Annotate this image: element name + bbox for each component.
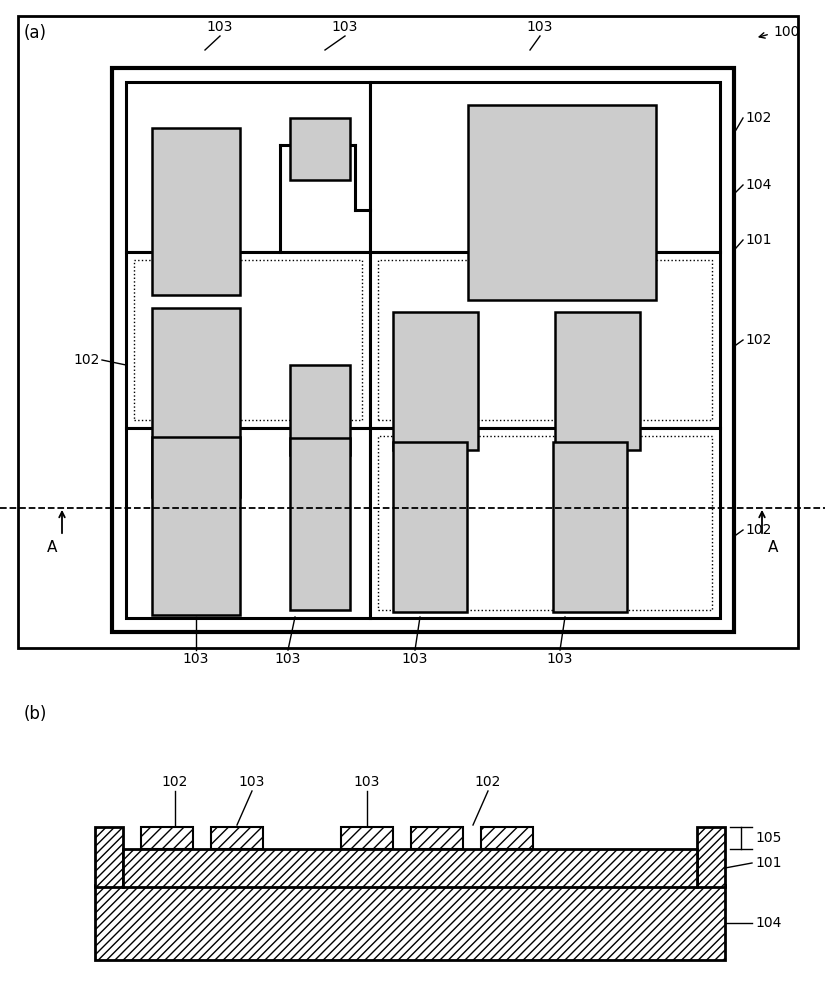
Text: A: A	[768, 540, 778, 555]
Bar	[411, 827, 463, 849]
Text: 102: 102	[162, 775, 188, 789]
Text: 104: 104	[745, 178, 771, 192]
Bar	[152, 437, 240, 615]
Text: 105: 105	[755, 831, 781, 845]
Text: 102: 102	[73, 353, 100, 367]
Bar	[126, 252, 370, 428]
Text: 103: 103	[547, 652, 573, 666]
Bar	[341, 827, 393, 849]
Text: 101: 101	[755, 856, 781, 870]
Bar	[134, 260, 362, 420]
Bar	[555, 312, 640, 450]
Text: 103: 103	[183, 652, 210, 666]
Text: A: A	[47, 540, 57, 555]
Bar	[370, 82, 720, 252]
Bar	[126, 82, 720, 618]
Bar	[112, 68, 734, 632]
Text: 100: 100	[773, 25, 799, 39]
Bar	[152, 308, 240, 497]
Text: (b): (b)	[24, 705, 47, 723]
Bar	[553, 442, 627, 612]
Text: 102: 102	[745, 523, 771, 537]
Bar	[393, 442, 467, 612]
Bar	[211, 827, 263, 849]
Bar	[697, 827, 725, 887]
Text: 103: 103	[207, 20, 233, 34]
Bar	[290, 118, 350, 180]
Bar	[18, 16, 798, 648]
Bar	[152, 128, 240, 295]
Bar	[370, 428, 720, 618]
Text: 103: 103	[332, 20, 358, 34]
Bar	[95, 885, 725, 960]
Text: (a): (a)	[24, 24, 47, 42]
Text: 101: 101	[745, 233, 771, 247]
Text: 103: 103	[275, 652, 301, 666]
Bar	[378, 260, 712, 420]
Text: 104: 104	[755, 916, 781, 930]
Bar	[95, 827, 123, 887]
Bar	[393, 312, 478, 450]
Text: 103: 103	[402, 652, 428, 666]
Bar	[370, 252, 720, 428]
Text: 102: 102	[745, 111, 771, 125]
Bar	[126, 82, 370, 252]
Bar	[290, 438, 350, 610]
Text: 103: 103	[238, 775, 265, 789]
Text: 102: 102	[745, 333, 771, 347]
Bar	[126, 428, 370, 618]
Bar	[123, 849, 697, 887]
Text: 102: 102	[475, 775, 502, 789]
Text: 103: 103	[527, 20, 554, 34]
Bar	[378, 436, 712, 610]
Bar	[290, 365, 350, 455]
Bar	[141, 827, 193, 849]
Bar	[481, 827, 533, 849]
Text: 103: 103	[354, 775, 380, 789]
Bar	[468, 105, 656, 300]
